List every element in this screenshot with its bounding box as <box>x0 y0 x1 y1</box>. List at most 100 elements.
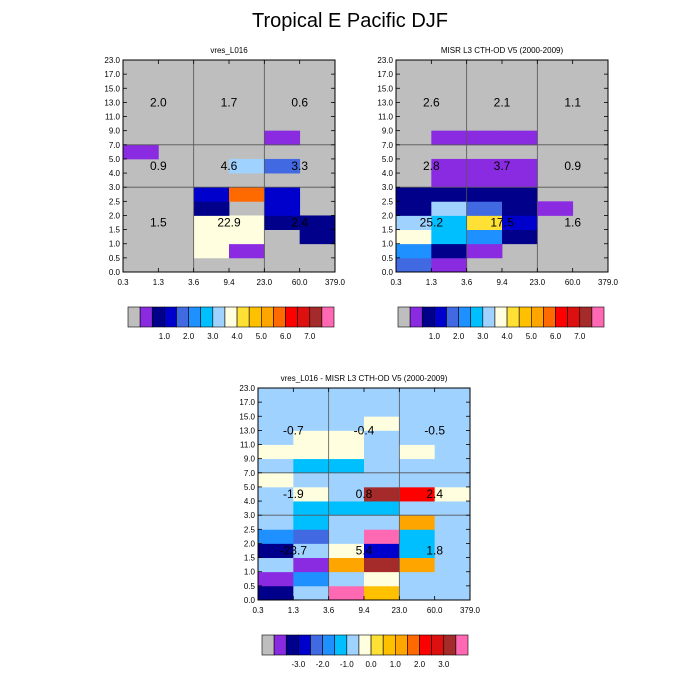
panel3-group-value: -23.7 <box>280 544 308 558</box>
panel3-cell <box>328 486 365 502</box>
panel3-x-tick-label: 379.0 <box>460 606 481 615</box>
panel2-cell <box>537 201 574 216</box>
panel3-y-tick-label: 0.5 <box>244 582 256 591</box>
panel3-cell <box>328 557 365 573</box>
panel3-colorbar-label: -3.0 <box>291 660 305 669</box>
panel2-cell <box>396 229 432 245</box>
panel2-colorbar-box <box>591 306 605 328</box>
panel3-cell <box>399 472 436 488</box>
panel2-cell <box>466 187 503 202</box>
panel1-colorbar-box <box>127 306 141 328</box>
panel2-title: MISR L3 CTH-OD V5 (2000-2009) <box>441 46 564 55</box>
panel3-cell <box>364 472 400 488</box>
panel3-cell <box>258 402 294 417</box>
panel2-cell <box>396 215 432 230</box>
panel3-cell <box>258 585 294 601</box>
panel3-cell <box>364 458 400 474</box>
panel2-x-tick-label: 9.4 <box>496 278 508 287</box>
panel2-y-tick-label: 7.0 <box>382 141 394 150</box>
panel3-group-value: -0.5 <box>424 423 445 437</box>
panel3-cell <box>364 444 400 460</box>
panel1-colorbar-label: 2.0 <box>183 332 195 341</box>
panel2-cell <box>502 229 538 245</box>
panel2-y-tick-label: 4.0 <box>382 169 394 178</box>
panel1-x-tick-label: 23.0 <box>257 278 273 287</box>
panel2-cell <box>396 243 432 259</box>
panel1-colorbar-box <box>176 306 189 328</box>
panel2-cell <box>431 229 468 245</box>
panel3-group-value: 5.4 <box>356 544 373 558</box>
panel3-cell <box>399 585 436 601</box>
panel3-cell <box>364 543 400 558</box>
panel3-cell <box>364 486 400 502</box>
panel2-y-tick-label: 1.0 <box>382 240 394 249</box>
panel1-cell <box>264 130 301 146</box>
panel3-x-tick-label: 9.4 <box>358 606 370 615</box>
panel3-cell <box>399 402 436 417</box>
panel2-colorbar-label: 3.0 <box>477 332 489 341</box>
panel2-colorbar-box <box>434 306 447 328</box>
panel3-cell <box>399 416 436 431</box>
panel2-cell <box>431 243 468 259</box>
panel1-colorbar-box <box>236 306 250 328</box>
panel1-cell <box>264 158 301 174</box>
panel1-title: vres_L016 <box>210 46 248 55</box>
panel2-group-value: 1.1 <box>564 95 581 109</box>
panel3-cell <box>293 529 330 544</box>
panel2-colorbar-box <box>543 306 556 328</box>
panel3-y-tick-label: 17.0 <box>239 398 255 407</box>
panel2-group-value: 17.5 <box>490 216 514 230</box>
panel1-cell <box>193 229 230 245</box>
panel2-y-tick-label: 1.5 <box>382 226 394 235</box>
panel3-cell <box>258 444 294 460</box>
panel3-y-tick-label: 11.0 <box>240 441 256 450</box>
panel3-cell <box>399 430 436 445</box>
panel2-group-value: 25.2 <box>420 216 444 230</box>
panel3-cell <box>434 458 471 474</box>
panel1-colorbar-box <box>321 306 335 328</box>
panel1-colorbar-box <box>139 306 153 328</box>
panel1-group-value: 4.6 <box>221 159 238 173</box>
panel3-cell <box>258 388 294 403</box>
panel1-y-tick-label: 17.0 <box>104 70 120 79</box>
panel1-colorbar-box <box>285 306 298 328</box>
panel2-cell <box>502 201 538 216</box>
panel1-group-value: 1.5 <box>150 216 167 230</box>
panel2-cell <box>466 215 503 230</box>
panel3-cell <box>434 501 471 516</box>
panel3-cell <box>399 571 436 587</box>
panel1-y-tick-label: 0.0 <box>109 268 121 277</box>
panel3-x-tick-label: 23.0 <box>392 606 408 615</box>
panel3-cell <box>328 543 365 558</box>
panel3-y-tick-label: 2.0 <box>244 539 256 548</box>
panel3-colorbar-box <box>322 634 336 656</box>
panel1-colorbar-box <box>248 306 262 328</box>
panel3-cell <box>434 529 471 544</box>
panel1-y-tick-label: 13.0 <box>104 98 120 107</box>
panel3-cell <box>258 515 294 530</box>
panel1-y-tick-label: 7.0 <box>109 141 121 150</box>
panel1-colorbar-box <box>224 306 238 328</box>
panel1-colorbar-box <box>212 306 226 328</box>
panel3-y-tick-label: 5.0 <box>244 483 256 492</box>
panel2-colorbar-box <box>494 306 508 328</box>
panel3-cell <box>434 430 471 445</box>
panel2-y-tick-label: 0.0 <box>382 268 394 277</box>
panel1-y-tick-label: 1.5 <box>109 226 121 235</box>
panel3-cell <box>364 585 400 601</box>
panel1-colorbar-box <box>164 306 177 328</box>
panel2-cell <box>466 243 503 259</box>
panel2-cell <box>502 187 538 202</box>
panel1-colorbar-label: 5.0 <box>256 332 268 341</box>
panel3-cell <box>434 571 471 587</box>
panel2-cell <box>431 257 468 273</box>
panel3-cell <box>293 501 330 516</box>
panel1-cell <box>229 229 265 245</box>
panel3-cell <box>328 501 365 516</box>
panel1-group-value: 22.9 <box>217 216 241 230</box>
panel3-colorbar-label: 0.0 <box>365 660 377 669</box>
panel1-cell <box>193 201 230 216</box>
panel3-cell <box>258 430 294 445</box>
panel3-colorbar-box <box>261 634 275 656</box>
panel3-colorbar-box <box>310 634 323 656</box>
